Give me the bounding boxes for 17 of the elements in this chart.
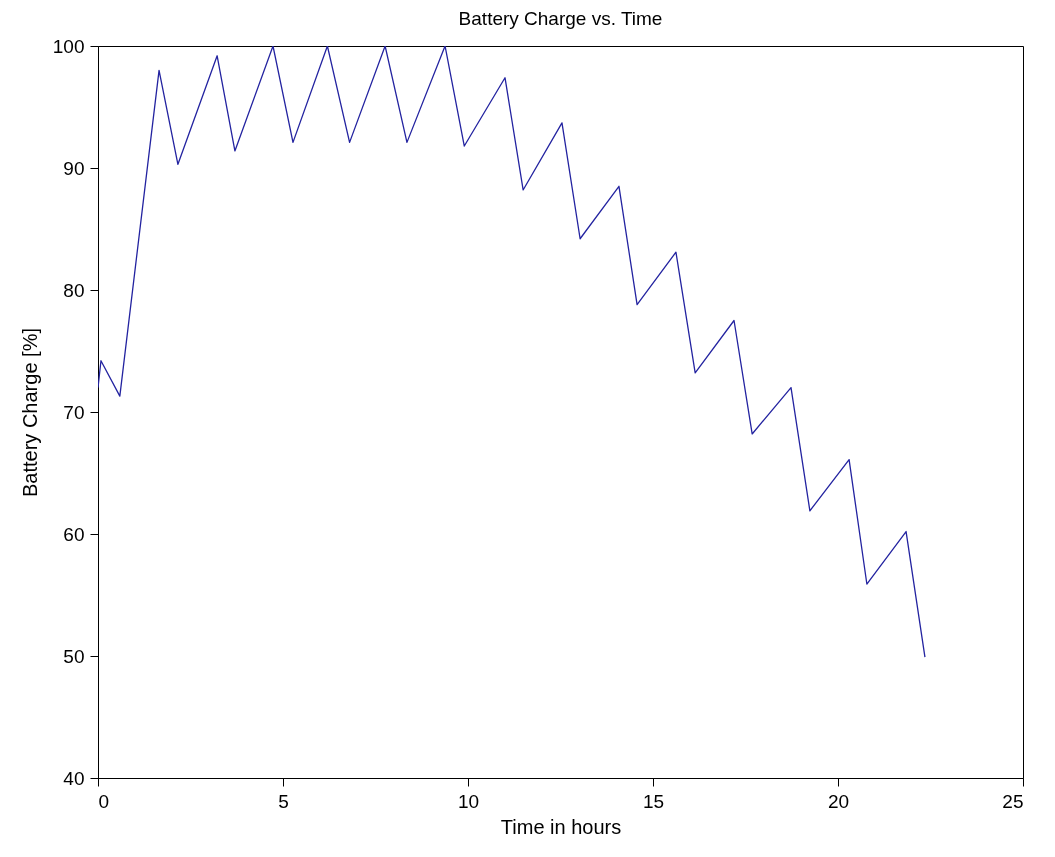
x-tick-label: 25 bbox=[1002, 790, 1024, 812]
line-series bbox=[98, 46, 926, 658]
y-tick-label: 80 bbox=[63, 279, 85, 301]
chart-title: Battery Charge vs. Time bbox=[458, 8, 663, 29]
x-tick-label: 15 bbox=[642, 790, 665, 812]
y-tick-label: 40 bbox=[63, 767, 85, 789]
y-tick-label: 70 bbox=[63, 401, 85, 423]
x-axis-title: Time in hours bbox=[500, 815, 622, 838]
x-tick-label: 20 bbox=[827, 790, 850, 812]
y-tick-label: 100 bbox=[52, 35, 85, 57]
x-tick-label: 5 bbox=[278, 790, 289, 812]
y-axis-title: Battery Charge [%] bbox=[18, 328, 41, 497]
y-tick-label: 60 bbox=[63, 523, 85, 545]
y-tick-label: 90 bbox=[63, 157, 85, 179]
x-tick-label: 0 bbox=[98, 790, 110, 812]
y-tick-label: 50 bbox=[63, 645, 85, 667]
x-tick-label: 10 bbox=[457, 790, 480, 812]
